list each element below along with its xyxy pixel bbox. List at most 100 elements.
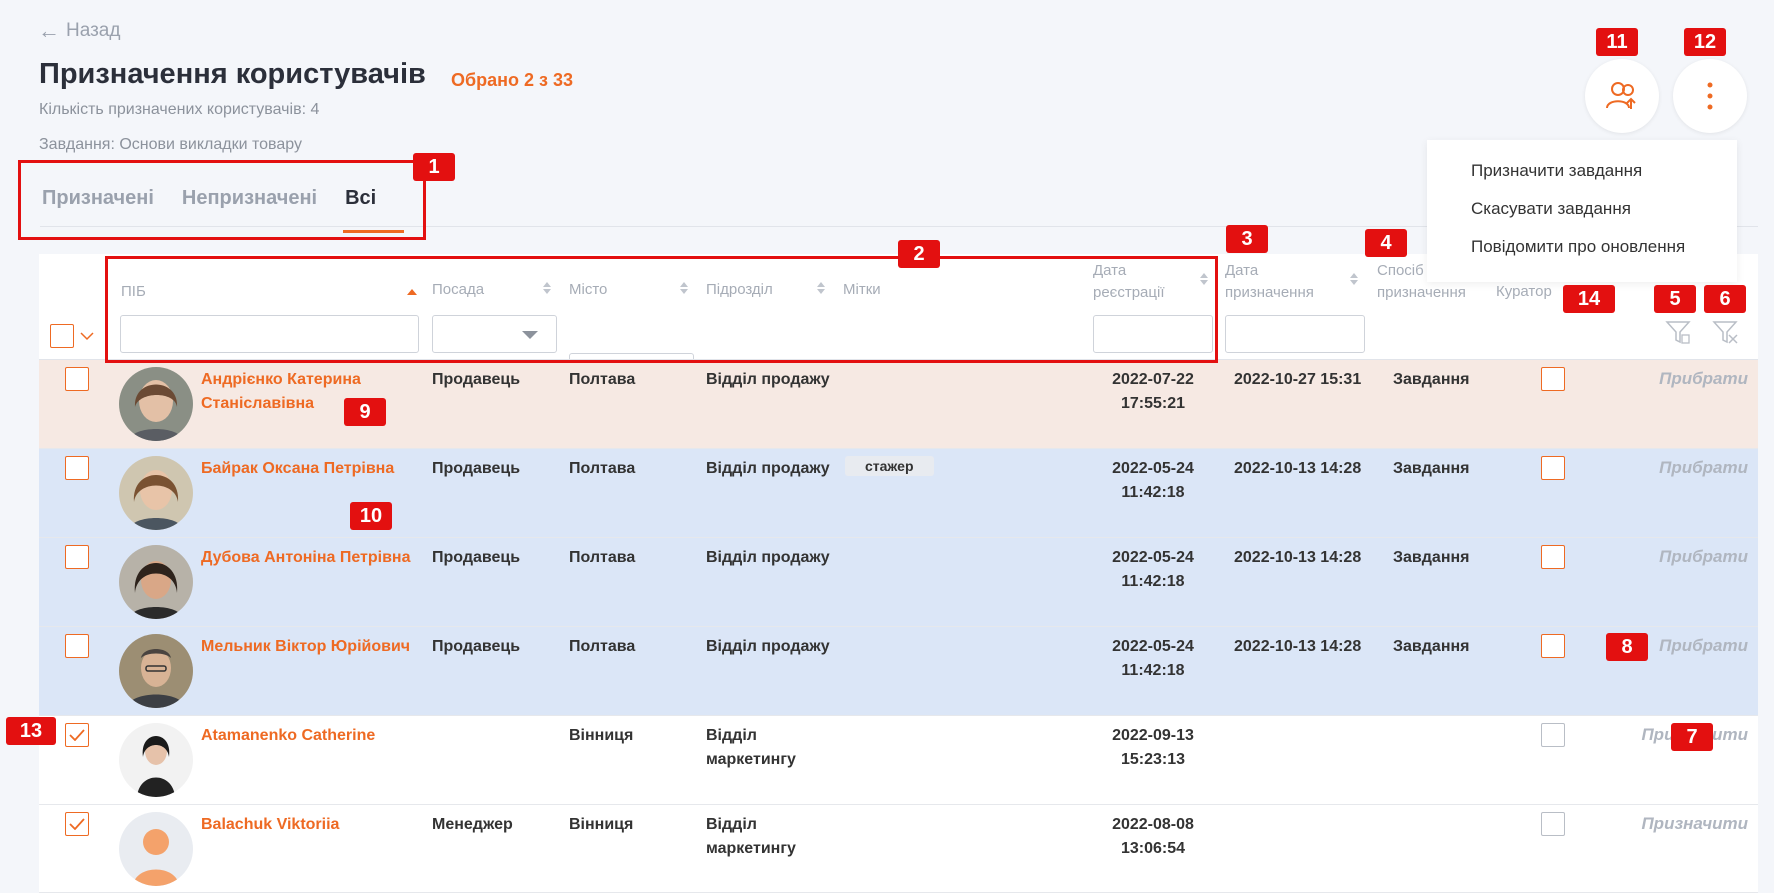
row-checkbox-checked[interactable] xyxy=(65,723,89,747)
filter-clear-icon[interactable] xyxy=(1711,318,1739,351)
sort-icon[interactable] xyxy=(679,281,689,300)
column-header-curator[interactable]: Куратор xyxy=(1496,283,1552,300)
row-checkbox[interactable] xyxy=(65,456,89,480)
curator-checkbox[interactable] xyxy=(1541,723,1565,747)
reg-date: 2022-05-24 xyxy=(1112,638,1194,655)
annotation-badge: 11 xyxy=(1596,28,1638,56)
filter-assign-date-input[interactable] xyxy=(1225,315,1365,353)
sort-icon[interactable] xyxy=(1349,272,1359,291)
filter-reg-date-input[interactable] xyxy=(1093,315,1213,353)
back-link[interactable]: ← Назад xyxy=(38,20,120,42)
column-header-reg-date-line1: Дата xyxy=(1093,262,1127,279)
dept-line1: Відділ xyxy=(706,816,757,833)
user-name-line1: Андрієнко Катерина xyxy=(201,371,361,388)
tab-divider xyxy=(40,226,1758,227)
row-checkbox[interactable] xyxy=(65,545,89,569)
sort-asc-icon[interactable] xyxy=(406,284,418,302)
reg-time: 11:42:18 xyxy=(1121,662,1185,679)
user-reg-date: 2022-09-13 15:23:13 xyxy=(1093,724,1213,772)
filter-settings-icon[interactable] xyxy=(1664,318,1692,351)
reg-time: 13:06:54 xyxy=(1120,840,1186,857)
user-assign-date: 2022-10-13 14:28 xyxy=(1234,638,1362,655)
sort-icon[interactable] xyxy=(1199,272,1209,291)
column-header-method[interactable]: Спосіб призначення xyxy=(1377,260,1466,304)
remove-button[interactable]: Прибрати xyxy=(1659,458,1748,477)
column-header-assign-date[interactable]: Дата призначення xyxy=(1225,260,1314,304)
user-method: Завдання xyxy=(1393,460,1470,477)
user-assign-date: 2022-10-13 14:28 xyxy=(1234,460,1362,477)
filter-position-select[interactable] xyxy=(432,315,557,353)
more-actions-button[interactable] xyxy=(1673,59,1747,133)
remove-button[interactable]: Прибрати xyxy=(1659,369,1748,388)
reg-date: 2022-05-24 xyxy=(1112,460,1194,477)
annotation-badge: 12 xyxy=(1684,28,1726,56)
user-city: Полтава xyxy=(569,549,636,566)
curator-checkbox[interactable] xyxy=(1541,456,1565,480)
user-name-line2: Станіславівна xyxy=(201,395,315,412)
row-checkbox-checked[interactable] xyxy=(65,812,89,836)
chevron-down-icon[interactable] xyxy=(80,330,94,344)
user-method: Завдання xyxy=(1393,638,1470,655)
table-row[interactable] xyxy=(39,627,1758,716)
sort-icon[interactable] xyxy=(816,281,826,300)
reg-time: 15:23:13 xyxy=(1120,751,1186,768)
annotation-badge: 9 xyxy=(344,398,386,426)
user-name[interactable]: Мельник Віктор Юрійович xyxy=(201,638,411,655)
row-checkbox[interactable] xyxy=(65,367,89,391)
curator-checkbox[interactable] xyxy=(1541,545,1565,569)
column-header-dept[interactable]: Підрозділ xyxy=(706,281,773,298)
avatar xyxy=(119,456,193,530)
annotation-badge: 4 xyxy=(1365,229,1407,257)
avatar xyxy=(119,634,193,708)
assign-button[interactable]: Призначити xyxy=(1641,814,1748,833)
remove-button[interactable]: Прибрати xyxy=(1659,636,1748,655)
user-name[interactable]: Андрієнко Катерина Станіславівна xyxy=(201,368,361,416)
annotation-box-tabs xyxy=(18,160,426,240)
curator-checkbox[interactable] xyxy=(1541,367,1565,391)
user-dept: Відділ продажу xyxy=(706,638,830,655)
column-header-reg-date[interactable]: Дата реєстрації xyxy=(1093,260,1164,304)
annotation-badge: 10 xyxy=(350,502,392,530)
assigned-count: Кількість призначених користувачів: 4 xyxy=(39,101,320,118)
user-city: Полтава xyxy=(569,460,636,477)
checkmark-icon xyxy=(69,818,85,830)
tab-unassigned[interactable]: Непризначені xyxy=(181,187,318,209)
assign-users-button[interactable] xyxy=(1585,59,1659,133)
user-name[interactable]: Atamanenko Catherine xyxy=(201,727,376,744)
column-header-name[interactable]: ПІБ xyxy=(121,283,146,300)
remove-button[interactable]: Прибрати xyxy=(1659,547,1748,566)
annotation-badge: 2 xyxy=(898,240,940,268)
column-header-tags[interactable]: Мітки xyxy=(843,281,881,298)
user-name[interactable]: Balachuk Viktoriia xyxy=(201,816,340,833)
column-header-method-line1: Спосіб xyxy=(1377,262,1424,279)
tab-all[interactable]: Всі xyxy=(343,182,405,233)
table-row[interactable] xyxy=(39,716,1758,805)
menu-item-assign-task[interactable]: Призначити завдання xyxy=(1471,161,1643,180)
table-row[interactable] xyxy=(39,538,1758,627)
annotation-badge: 8 xyxy=(1606,633,1648,661)
user-name[interactable]: Дубова Антоніна Петрівна xyxy=(201,549,411,566)
user-city: Полтава xyxy=(569,371,636,388)
row-checkbox[interactable] xyxy=(65,634,89,658)
select-all-checkbox[interactable] xyxy=(50,324,74,348)
reg-date: 2022-08-08 xyxy=(1112,816,1194,833)
dept-line1: Відділ xyxy=(706,727,757,744)
table-row[interactable] xyxy=(39,805,1758,893)
menu-item-notify-update[interactable]: Повідомити про оновлення xyxy=(1471,237,1686,256)
annotation-badge: 1 xyxy=(413,153,455,181)
table-row[interactable] xyxy=(39,360,1758,449)
sort-icon[interactable] xyxy=(542,281,552,300)
user-position: Продавець xyxy=(432,371,521,388)
column-header-position[interactable]: Посада xyxy=(432,281,485,298)
user-dept: Відділ маркетингу xyxy=(706,813,796,861)
column-header-city[interactable]: Місто xyxy=(569,281,608,298)
filter-name-input[interactable] xyxy=(120,315,419,353)
tab-assigned[interactable]: Призначені xyxy=(42,187,154,209)
actions-menu: Призначити завдання Скасувати завдання П… xyxy=(1427,140,1737,282)
more-vertical-icon xyxy=(1707,82,1713,110)
curator-checkbox[interactable] xyxy=(1541,634,1565,658)
menu-item-cancel-task[interactable]: Скасувати завдання xyxy=(1471,199,1631,218)
curator-checkbox[interactable] xyxy=(1541,812,1565,836)
reg-time: 11:42:18 xyxy=(1121,573,1185,590)
user-name[interactable]: Байрак Оксана Петрівна xyxy=(201,460,395,477)
